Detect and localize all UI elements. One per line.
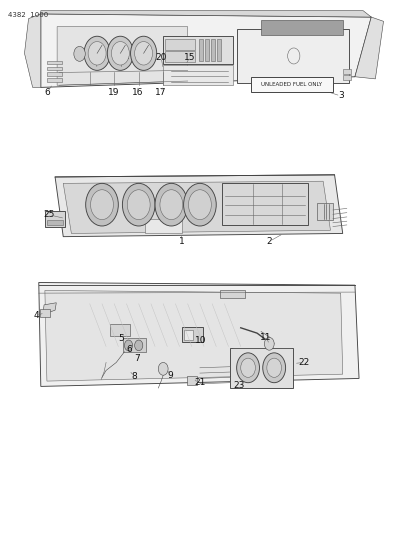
Circle shape [264, 337, 274, 350]
Text: 6: 6 [127, 345, 133, 353]
Polygon shape [24, 14, 41, 87]
FancyBboxPatch shape [145, 219, 182, 233]
FancyBboxPatch shape [165, 39, 195, 50]
FancyBboxPatch shape [184, 330, 193, 340]
Text: 19: 19 [108, 88, 119, 97]
Polygon shape [220, 290, 245, 298]
Circle shape [184, 183, 216, 226]
Text: 17: 17 [155, 88, 167, 97]
FancyBboxPatch shape [211, 39, 215, 61]
Circle shape [131, 36, 157, 70]
Text: 8: 8 [132, 372, 137, 381]
Polygon shape [39, 282, 359, 386]
Text: 4: 4 [33, 311, 39, 320]
Text: 4382  1000: 4382 1000 [8, 12, 49, 18]
Polygon shape [41, 14, 371, 87]
FancyBboxPatch shape [47, 72, 62, 76]
Circle shape [160, 190, 183, 220]
FancyBboxPatch shape [165, 51, 195, 62]
FancyBboxPatch shape [47, 78, 62, 82]
FancyBboxPatch shape [230, 348, 293, 388]
Circle shape [74, 46, 85, 61]
Circle shape [135, 340, 143, 351]
Text: 21: 21 [194, 378, 206, 386]
FancyBboxPatch shape [343, 69, 351, 74]
Circle shape [237, 353, 259, 383]
FancyBboxPatch shape [182, 327, 203, 342]
Circle shape [155, 183, 188, 226]
Circle shape [127, 190, 150, 220]
Circle shape [188, 190, 211, 220]
FancyBboxPatch shape [110, 324, 130, 336]
FancyBboxPatch shape [40, 309, 50, 317]
FancyBboxPatch shape [237, 29, 349, 83]
Circle shape [107, 36, 133, 70]
FancyBboxPatch shape [187, 376, 197, 385]
Text: UNLEADED FUEL ONLY: UNLEADED FUEL ONLY [262, 82, 322, 87]
Circle shape [124, 340, 133, 351]
FancyBboxPatch shape [217, 39, 221, 61]
Circle shape [91, 190, 113, 220]
Text: 25: 25 [43, 211, 55, 219]
FancyBboxPatch shape [163, 36, 233, 64]
Text: 20: 20 [155, 53, 167, 61]
Text: 6: 6 [44, 88, 50, 97]
Polygon shape [57, 27, 188, 85]
FancyBboxPatch shape [47, 67, 62, 70]
FancyBboxPatch shape [47, 61, 62, 64]
FancyBboxPatch shape [222, 183, 308, 225]
Polygon shape [41, 11, 371, 17]
FancyBboxPatch shape [205, 39, 209, 61]
FancyBboxPatch shape [343, 75, 351, 80]
Text: 2: 2 [266, 237, 272, 246]
Circle shape [263, 353, 286, 383]
Polygon shape [63, 181, 330, 233]
FancyBboxPatch shape [251, 77, 333, 92]
Text: 5: 5 [119, 335, 124, 343]
Circle shape [84, 36, 110, 70]
FancyBboxPatch shape [317, 203, 333, 220]
Text: 7: 7 [135, 354, 140, 362]
FancyBboxPatch shape [123, 338, 146, 352]
Text: 10: 10 [195, 336, 206, 345]
Circle shape [241, 358, 255, 377]
Circle shape [158, 362, 168, 375]
FancyBboxPatch shape [45, 211, 65, 227]
Circle shape [86, 183, 118, 226]
Polygon shape [45, 290, 343, 381]
Polygon shape [43, 303, 56, 314]
FancyBboxPatch shape [163, 65, 233, 85]
FancyBboxPatch shape [199, 39, 203, 61]
Text: 11: 11 [260, 333, 272, 342]
Circle shape [135, 42, 153, 65]
Text: 3: 3 [338, 92, 344, 100]
Text: 15: 15 [184, 53, 195, 61]
Text: 23: 23 [234, 381, 245, 390]
Polygon shape [355, 17, 384, 79]
Text: 1: 1 [179, 237, 184, 246]
Text: 22: 22 [298, 358, 310, 367]
FancyBboxPatch shape [261, 20, 343, 35]
Circle shape [267, 358, 282, 377]
Text: 9: 9 [168, 371, 173, 379]
Circle shape [111, 42, 129, 65]
Polygon shape [55, 175, 343, 237]
Text: 18: 18 [90, 53, 102, 61]
Text: 14: 14 [119, 53, 130, 61]
FancyBboxPatch shape [47, 220, 63, 225]
Circle shape [88, 42, 106, 65]
Text: 16: 16 [132, 88, 144, 97]
Circle shape [122, 183, 155, 226]
